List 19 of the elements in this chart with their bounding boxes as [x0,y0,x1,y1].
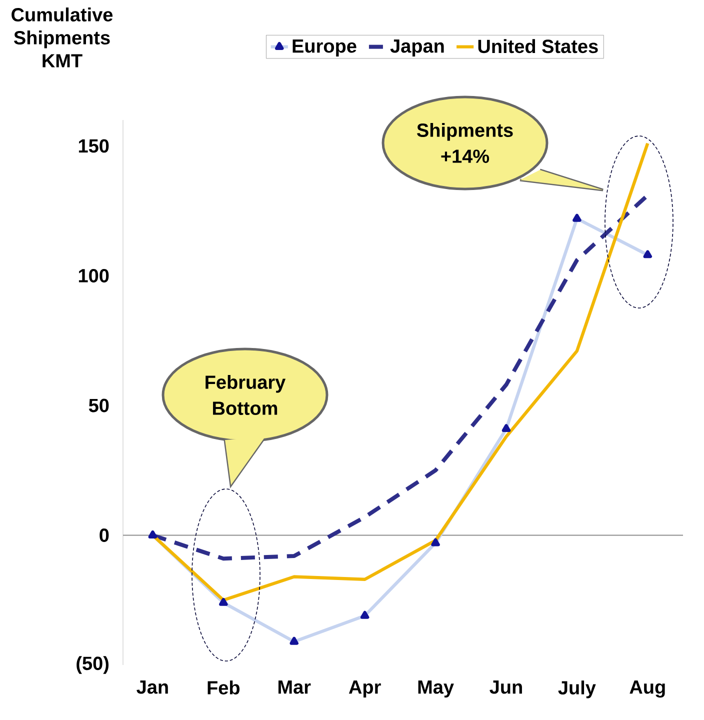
y-tick-label: 150 [78,139,109,153]
x-tick-label: Jun [490,680,522,694]
y-axis-title: Cumulative Shipments KMT [12,8,113,68]
y-tick-label: 100 [78,268,109,282]
y-tick-label: (50) [76,656,109,674]
annotation: February Bottom [206,375,286,415]
y-tick-label: 50 [88,398,109,412]
x-tick-label: May [418,680,454,698]
x-tick-label: Mar [278,680,311,694]
x-tick-label: Apr [348,680,381,698]
legend-label: Europe [292,40,356,57]
x-tick-label: July [558,680,596,698]
x-tick-label: Jan [136,680,168,694]
y-tick-label: 0 [100,528,109,542]
legend-label: Japan [390,40,444,57]
annotation: Shipments +14% [416,123,513,163]
x-tick-label: Aug [630,680,665,698]
legend-label: United States [478,39,598,54]
x-tick-label: Feb [208,680,240,694]
